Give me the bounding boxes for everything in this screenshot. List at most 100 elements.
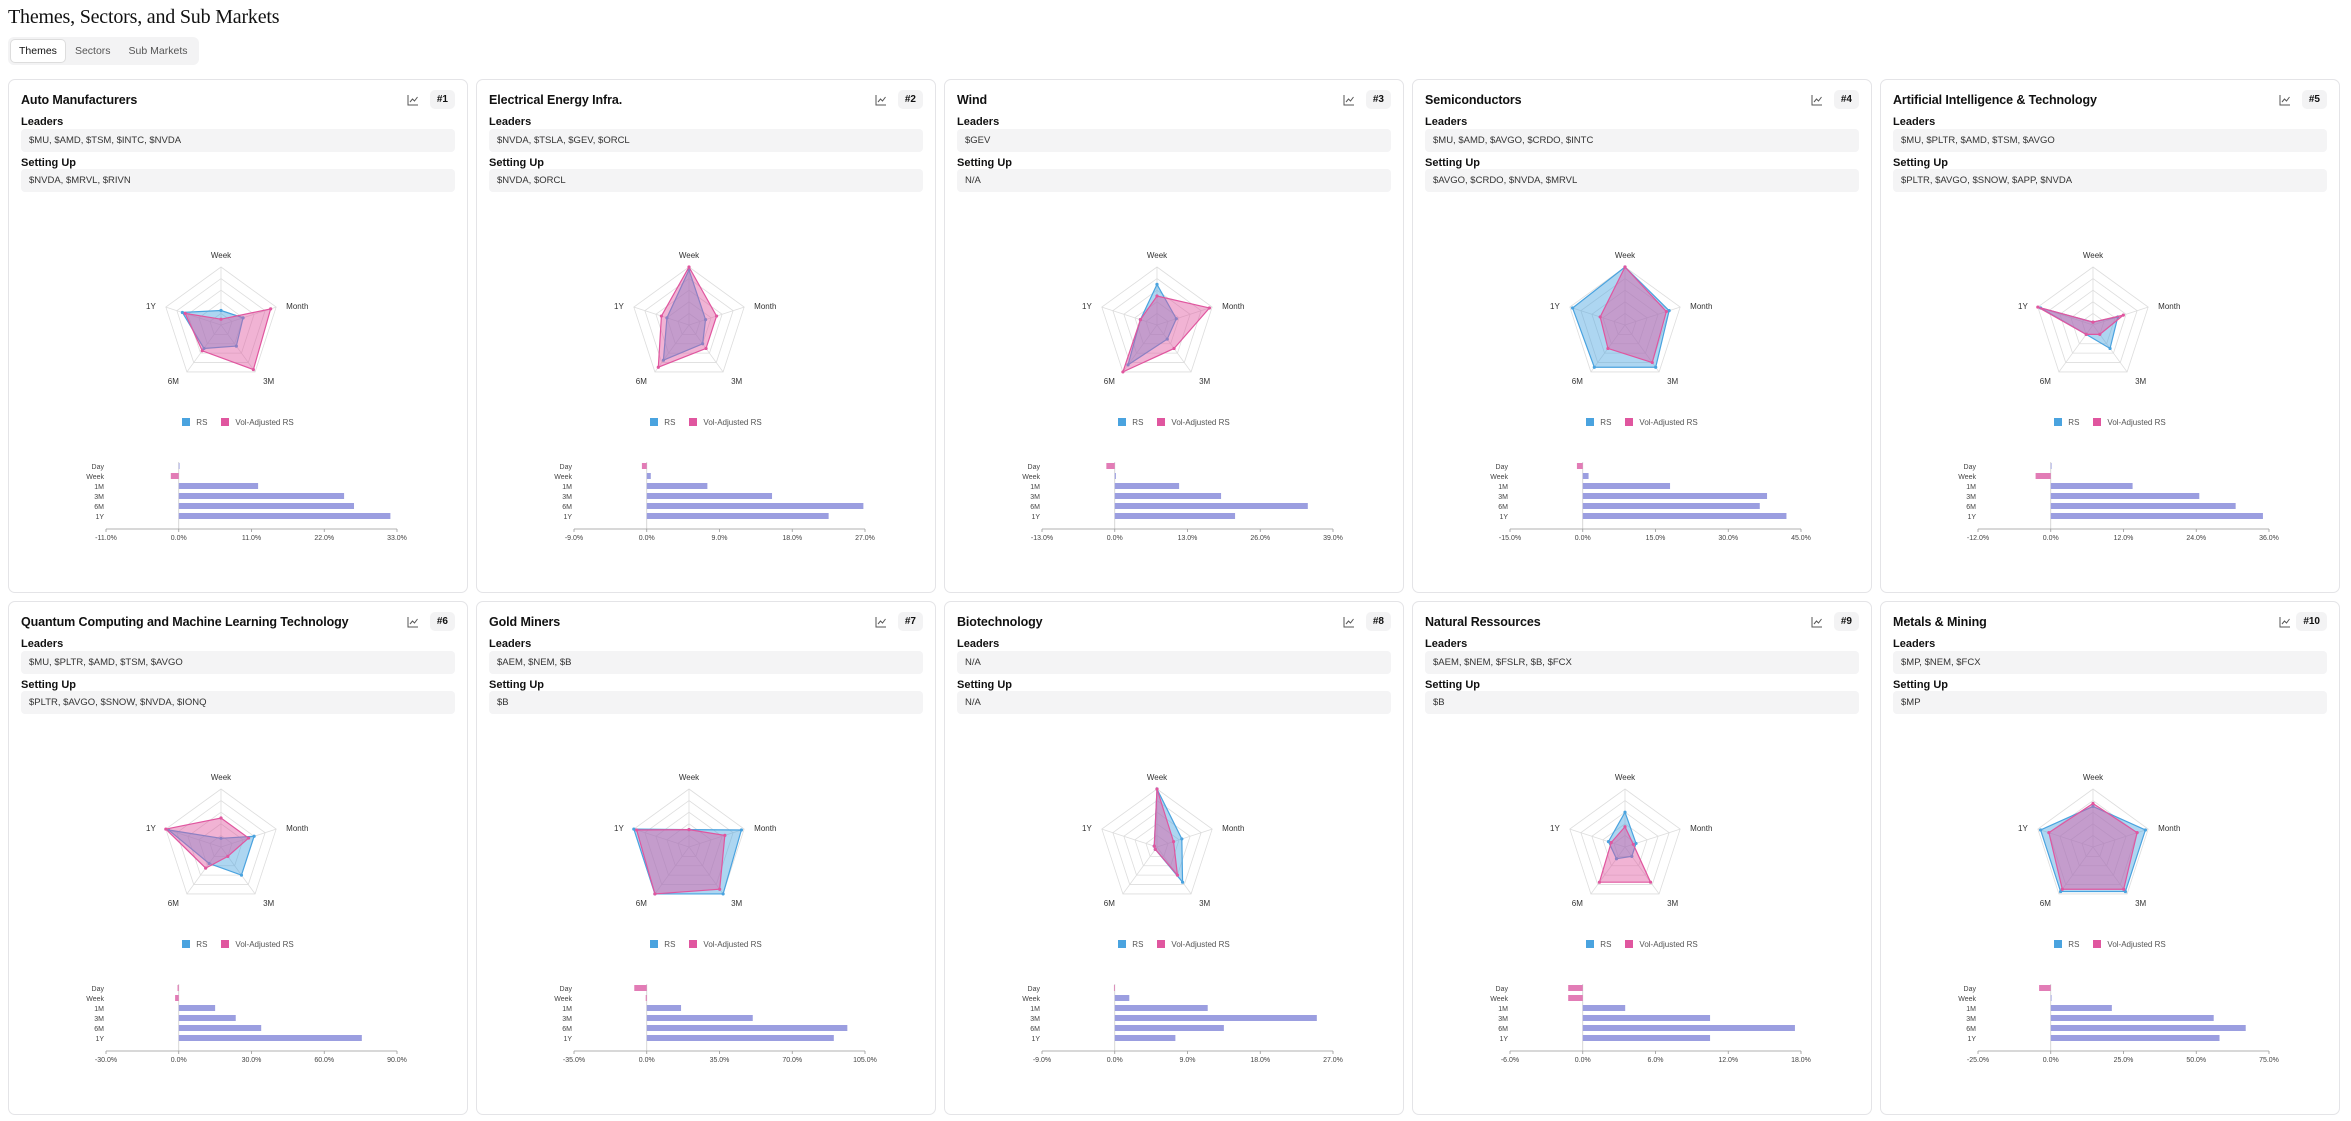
radar-axis-label: 1Y (1082, 824, 1092, 833)
rs-series-point (2108, 346, 2112, 351)
chart-icon[interactable] (1341, 92, 1359, 108)
radar-axis-label: Week (2083, 773, 2104, 782)
setting-up-label: Setting Up (21, 679, 76, 691)
bar-category-label: 6M (562, 1026, 572, 1033)
card-title: Metals & Mining (1893, 615, 1987, 629)
radar-axis-label: 3M (1667, 377, 1678, 386)
radar-grid-ring (677, 834, 701, 857)
radar-axis-label: 6M (636, 899, 647, 908)
bar-category-label: 6M (94, 1026, 104, 1033)
bar-category-label: 1M (1498, 1006, 1508, 1013)
performance-bar-chart: Day Week 1M 3M 6M 1Y -13.0% 0.0% 13.0% 26.0% 39.0% (1022, 462, 1343, 542)
rank-badge: #10 (2296, 612, 2327, 631)
radar-spoke (633, 828, 690, 848)
bar-category-label: 3M (562, 1016, 572, 1023)
radar-axis-label: Week (211, 251, 232, 260)
tab-sectors[interactable]: Sectors (74, 45, 111, 57)
rank-badge: #9 (1833, 612, 1859, 631)
radar-axis-label: Month (1690, 824, 1712, 833)
x-tick-label: 30.0% (242, 1057, 262, 1064)
bar-1m (646, 483, 708, 489)
chart-icon[interactable] (873, 614, 891, 630)
x-tick-label: 24.0% (2186, 535, 2206, 542)
bar-category-label: 6M (1030, 504, 1040, 511)
bar-category-label: 1M (1966, 484, 1976, 491)
legend-rs: RS (2054, 940, 2079, 949)
radar-grid-ring (2070, 301, 2116, 345)
bar-category-label: 3M (94, 1016, 104, 1023)
chart-icon[interactable] (873, 92, 891, 108)
bar-3m (646, 493, 773, 499)
bar-category-label: Week (554, 996, 572, 1003)
vol-series (2037, 306, 2124, 335)
radar-spoke (1156, 306, 1213, 326)
leaders-label: Leaders (21, 116, 64, 128)
bar-category-label: Day (1496, 986, 1509, 993)
performance-bar-chart: Day Week 1M 3M 6M 1Y -25.0% 0.0% 25.0% 50.0% 75.0% (1958, 984, 2279, 1064)
bar-category-label: 1M (94, 1006, 104, 1013)
radar-chart: Week Month 3M 6M 1Y (1550, 773, 1712, 908)
radar-axis-label: 3M (2135, 899, 2146, 908)
radar-spoke (165, 828, 222, 848)
tab-sub-markets[interactable]: Sub Markets (128, 45, 188, 57)
card-title: Quantum Computing and Machine Learning T… (21, 615, 349, 629)
vol-series (635, 828, 726, 895)
rs-series-point (632, 827, 636, 831)
setting-up-field: $B (1425, 691, 1859, 714)
vol-series-point (2091, 320, 2095, 324)
rs-series-point (1654, 365, 1658, 369)
tab-themes[interactable]: Themes (11, 40, 65, 62)
rs-series (662, 268, 707, 362)
radar-axis-label: Week (211, 773, 232, 782)
chart-icon[interactable] (405, 92, 423, 108)
bar-category-label: 1M (562, 1006, 572, 1013)
setting-up-field: $MP (1893, 691, 2327, 714)
bar-category-label: Day (92, 986, 105, 993)
bar-category-label: 3M (1966, 1016, 1976, 1023)
bar-week (2035, 473, 2051, 479)
rs-series-point (1155, 282, 1159, 286)
leaders-label: Leaders (21, 638, 64, 650)
radar-spoke (1624, 846, 1660, 895)
leaders-label: Leaders (957, 116, 1000, 128)
bar-day (634, 985, 647, 991)
x-tick-label: -35.0% (563, 1057, 585, 1064)
vol-series-point (1138, 318, 1143, 322)
chart-icon[interactable] (1809, 614, 1827, 630)
setting-up-label: Setting Up (957, 157, 1012, 169)
radar-legend: RS Vol-Adjusted RS (1881, 940, 2339, 949)
card-title: Semiconductors (1425, 93, 1522, 107)
legend-vol: Vol-Adjusted RS (689, 418, 762, 427)
chart-icon[interactable] (1341, 614, 1359, 630)
bar-week (645, 995, 647, 1001)
radar-grid-ring (1145, 834, 1169, 857)
bar-category-label: Day (560, 464, 573, 471)
x-tick-label: 0.0% (639, 535, 655, 542)
bar-3m (1114, 493, 1222, 499)
setting-up-field: $NVDA, $ORCL (489, 169, 923, 192)
legend-rs: RS (650, 418, 675, 427)
bar-week (646, 473, 651, 479)
chart-icon[interactable] (1809, 92, 1827, 108)
bar-3m (178, 493, 345, 499)
chart-icon[interactable] (2277, 92, 2295, 108)
rs-series-point (2143, 828, 2148, 832)
radar-grid-ring (1101, 266, 1213, 373)
vol-series-point (1175, 873, 1180, 877)
bar-week (175, 995, 179, 1001)
chart-icon[interactable] (405, 614, 423, 630)
performance-bar-chart: Day Week 1M 3M 6M 1Y -11.0% 0.0% 11.0% 22.0% 33.0% (86, 462, 407, 542)
radar-axis-label: 6M (2040, 899, 2051, 908)
vol-series-point (164, 827, 168, 831)
setting-up-field: $PLTR, $AVGO, $SNOW, $APP, $NVDA (1893, 169, 2327, 192)
radar-axis-label: 1Y (146, 824, 156, 833)
vol-series-point (2122, 887, 2126, 891)
bar-category-label: 1Y (95, 1036, 104, 1043)
chart-icon[interactable] (2277, 614, 2295, 630)
leaders-field: $NVDA, $TSLA, $GEV, $ORCL (489, 129, 923, 152)
vol-series-point (2060, 887, 2064, 891)
radar-grid-ring (644, 278, 734, 363)
radar-spoke (1590, 846, 1626, 895)
bar-6m (1114, 1025, 1224, 1031)
radar-spoke (1101, 828, 1158, 848)
